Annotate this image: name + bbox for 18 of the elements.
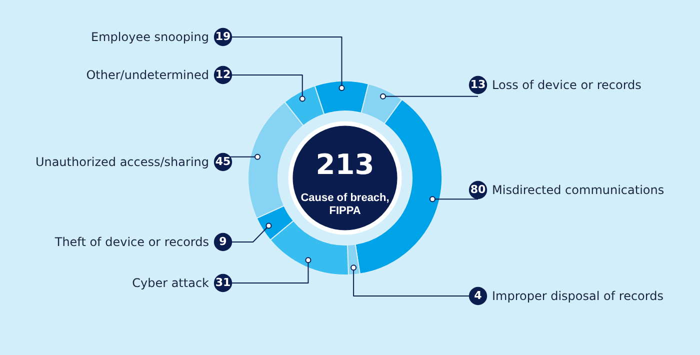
text: Cause of breach, FIPPA xyxy=(300,192,390,217)
data-label: 9 xyxy=(219,235,227,248)
slice-label: Employee snooping xyxy=(91,30,209,44)
data-label: 19 xyxy=(215,30,231,43)
slice-label: Misdirected communications xyxy=(492,183,664,197)
data-label: 4 xyxy=(474,289,482,302)
data-label: 31 xyxy=(215,276,231,289)
data-label: 12 xyxy=(215,68,231,81)
slice-label: Other/undetermined xyxy=(86,68,209,82)
slice-label: Unauthorized access/sharing xyxy=(35,155,209,169)
text: 213 xyxy=(316,148,374,181)
data-label: 80 xyxy=(470,183,486,196)
slice-label: Theft of device or records xyxy=(54,235,209,249)
data-label: 13 xyxy=(470,78,486,91)
data-label: 45 xyxy=(215,155,231,168)
slice-label: Loss of device or records xyxy=(492,78,642,92)
slice-label: Improper disposal of records xyxy=(492,289,664,303)
slice-label: Cyber attack xyxy=(132,276,210,290)
